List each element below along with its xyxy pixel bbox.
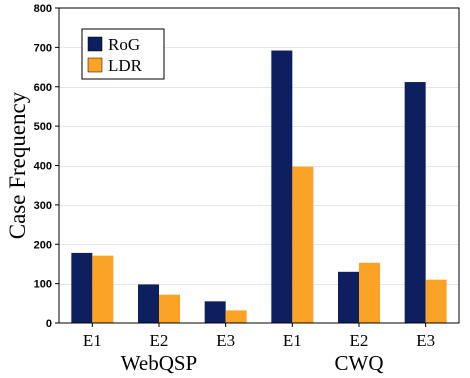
bar-ldr-3 bbox=[225, 310, 247, 323]
x-tick-label: E1 bbox=[83, 331, 102, 350]
bar-ldr-6 bbox=[425, 279, 447, 323]
bar-ldr-5 bbox=[359, 262, 380, 323]
bar-rog-1 bbox=[71, 252, 93, 323]
legend-swatch-ldr bbox=[87, 57, 103, 73]
y-tick-label: 400 bbox=[34, 161, 52, 173]
group-labels: WebQSP CWQ bbox=[121, 351, 384, 375]
y-tick-label: 100 bbox=[34, 279, 52, 291]
y-tick-label: 300 bbox=[34, 200, 52, 212]
bar-ldr-2 bbox=[159, 294, 180, 323]
y-tick-label: 600 bbox=[34, 82, 52, 94]
bar-rog-5 bbox=[338, 271, 359, 323]
bar-rog-4 bbox=[271, 50, 293, 324]
y-axis-ticks: 0 100 200 300 400 500 600 700 800 bbox=[34, 3, 59, 330]
x-axis-ticks: E1 E2 E3 E1 E2 E3 bbox=[83, 323, 435, 350]
y-axis-label: Case Frequency bbox=[5, 91, 30, 239]
y-tick-label: 500 bbox=[34, 121, 52, 133]
bar-ldr-1 bbox=[92, 255, 114, 323]
gridlines bbox=[59, 47, 459, 285]
bar-ldr-4 bbox=[292, 166, 314, 323]
y-tick-label: 0 bbox=[46, 318, 52, 330]
bars bbox=[71, 50, 447, 324]
x-tick-label: E2 bbox=[350, 331, 369, 350]
group-label-webqsp: WebQSP bbox=[121, 351, 197, 375]
y-tick-label: 700 bbox=[34, 42, 52, 54]
x-tick-label: E3 bbox=[416, 331, 435, 350]
bar-rog-2 bbox=[138, 284, 159, 323]
x-tick-label: E1 bbox=[283, 331, 302, 350]
legend-label-ldr: LDR bbox=[108, 56, 143, 75]
x-tick-label: E2 bbox=[150, 331, 169, 350]
bar-rog-3 bbox=[204, 301, 226, 323]
legend-swatch-rog bbox=[87, 36, 103, 52]
group-label-cwq: CWQ bbox=[335, 351, 384, 375]
bar-rog-6 bbox=[404, 82, 426, 324]
x-tick-label: E3 bbox=[216, 331, 235, 350]
legend-label-rog: RoG bbox=[108, 35, 140, 54]
y-tick-label: 800 bbox=[34, 3, 52, 15]
legend: RoG LDR bbox=[81, 28, 165, 80]
y-tick-label: 200 bbox=[34, 239, 52, 251]
